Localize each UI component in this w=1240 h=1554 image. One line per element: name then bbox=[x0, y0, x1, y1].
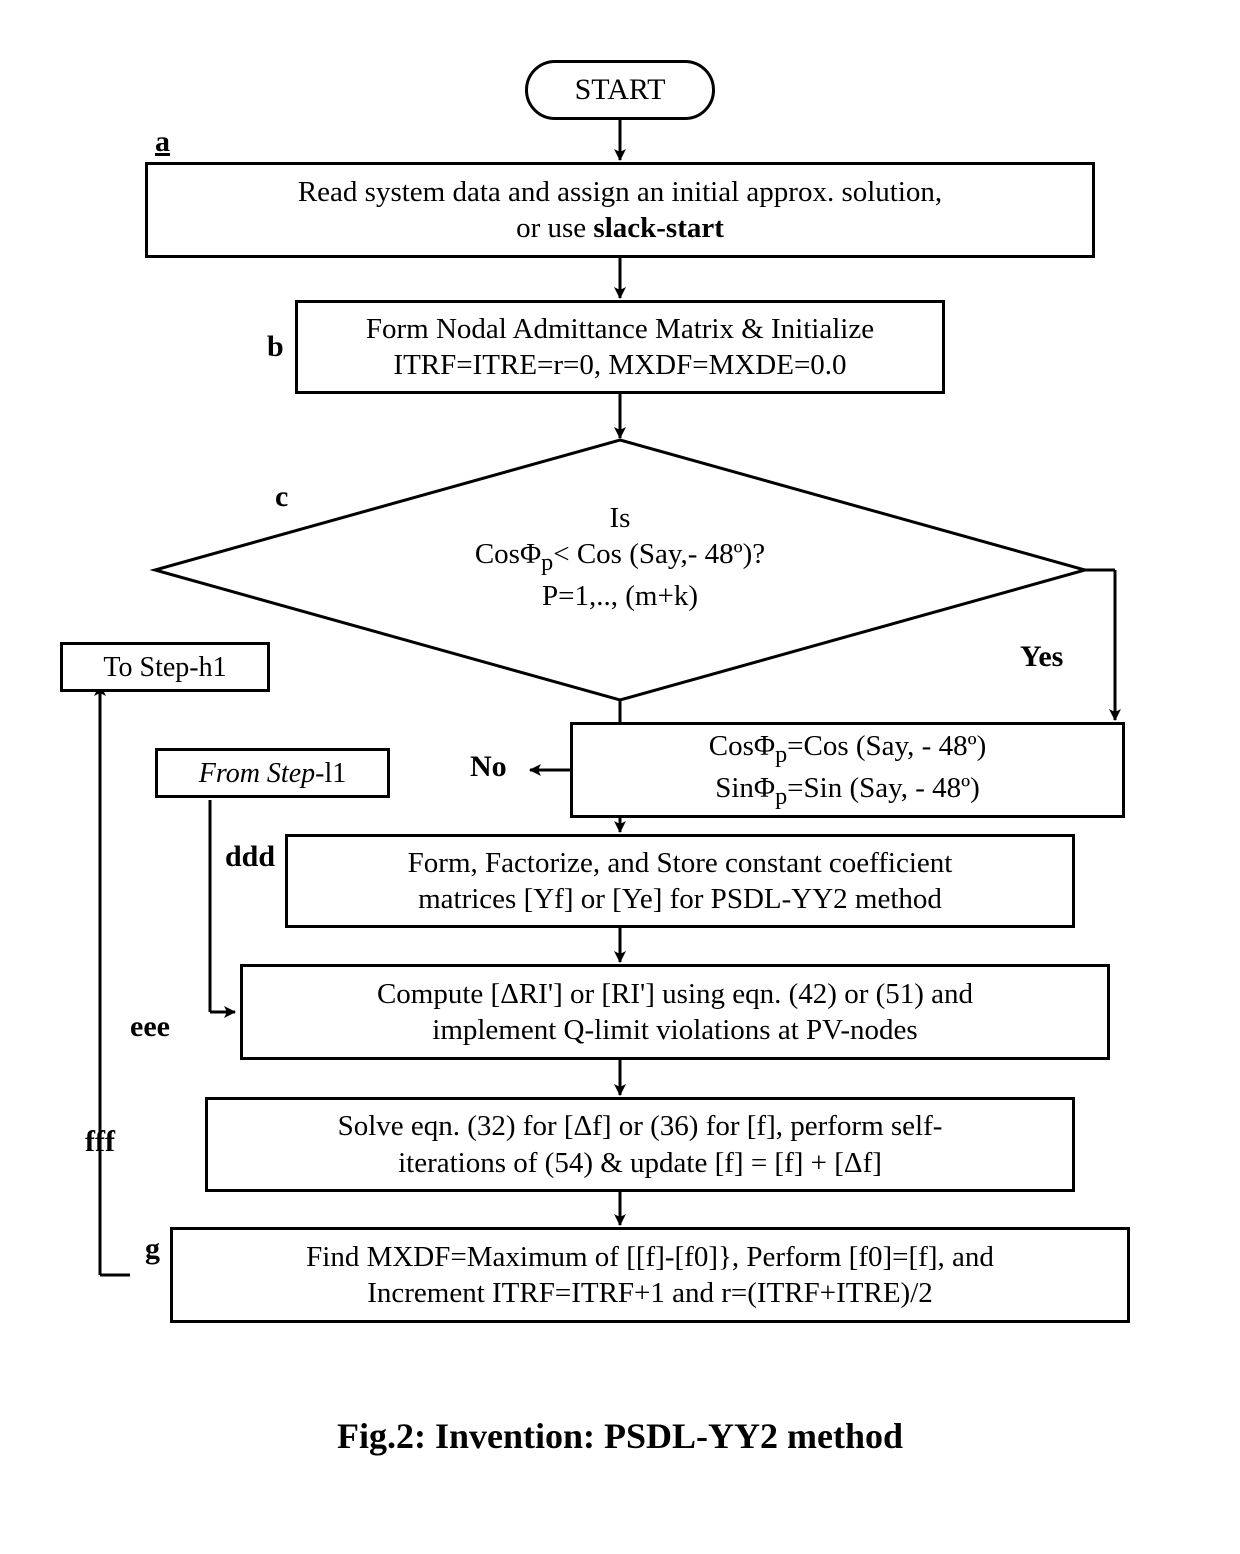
node-g: Find MXDF=Maximum of [[f]-[f0]}, Perform… bbox=[170, 1227, 1130, 1323]
yesbox-line2: SinΦp=Sin (Say, - 48º) bbox=[583, 770, 1112, 812]
node-fff-line2: iterations of (54) & update [f] = [f] + … bbox=[218, 1145, 1062, 1181]
node-fff-line1: Solve eqn. (32) for [Δf] or (36) for [f]… bbox=[218, 1108, 1062, 1144]
caption-fig: Fig.2: bbox=[337, 1416, 435, 1456]
node-a-line2-prefix: or use bbox=[516, 212, 593, 244]
node-c-line2-pre: CosΦ bbox=[475, 538, 541, 570]
node-c: Is CosΦp< Cos (Say,- 48º)? P=1,.., (m+k) bbox=[380, 500, 860, 615]
node-a-line1: Read system data and assign an initial a… bbox=[158, 174, 1082, 210]
node-c-line1: Is bbox=[380, 500, 860, 536]
node-eee-line1: Compute [ΔRI'] or [RI'] using eqn. (42) … bbox=[253, 976, 1097, 1012]
node-c-line2: CosΦp< Cos (Say,- 48º)? bbox=[380, 536, 860, 578]
yesbox-l1-post: =Cos (Say, - 48º) bbox=[787, 730, 986, 762]
node-g-line1: Find MXDF=Maximum of [[f]-[f0]}, Perform… bbox=[183, 1239, 1117, 1275]
node-eee-line2: implement Q-limit violations at PV-nodes bbox=[253, 1012, 1097, 1048]
node-yesbox: CosΦp=Cos (Say, - 48º) SinΦp=Sin (Say, -… bbox=[570, 722, 1125, 818]
yesbox-l1-sub: p bbox=[775, 741, 787, 768]
node-fff: Solve eqn. (32) for [Δf] or (36) for [f]… bbox=[205, 1097, 1075, 1192]
node-from-step-l1: From Step-l1 bbox=[155, 748, 390, 798]
node-b: Form Nodal Admittance Matrix & Initializ… bbox=[295, 300, 945, 394]
node-ddd-line2: matrices [Yf] or [Ye] for PSDL-YY2 metho… bbox=[298, 881, 1062, 917]
node-b-line2: ITRF=ITRE=r=0, MXDF=MXDE=0.0 bbox=[308, 347, 932, 383]
node-b-line1: Form Nodal Admittance Matrix & Initializ… bbox=[308, 311, 932, 347]
node-ddd-line1: Form, Factorize, and Store constant coef… bbox=[298, 845, 1062, 881]
yesbox-l1-pre: CosΦ bbox=[709, 730, 775, 762]
label-no: No bbox=[470, 750, 507, 784]
start-terminal: START bbox=[525, 60, 715, 120]
label-c: c bbox=[275, 480, 288, 514]
caption-suffix: PSDL-YY2 method bbox=[595, 1416, 903, 1456]
start-text: START bbox=[538, 71, 702, 109]
label-a: a bbox=[155, 125, 170, 159]
label-fff: fff bbox=[85, 1125, 115, 1159]
from-step-l1-italic: From Step- bbox=[199, 758, 325, 789]
yesbox-line1: CosΦp=Cos (Say, - 48º) bbox=[583, 728, 1112, 770]
node-a-line2: or use slack-start bbox=[158, 210, 1082, 246]
figure-caption: Fig.2: Invention: PSDL-YY2 method bbox=[0, 1415, 1240, 1457]
from-step-l1-text: From Step-l1 bbox=[168, 756, 377, 791]
to-step-h1-text: To Step-h1 bbox=[73, 650, 257, 685]
node-ddd: Form, Factorize, and Store constant coef… bbox=[285, 834, 1075, 928]
label-g: g bbox=[145, 1232, 160, 1266]
yesbox-l2-sub: p bbox=[775, 783, 787, 810]
label-yes: Yes bbox=[1020, 640, 1063, 674]
node-a: Read system data and assign an initial a… bbox=[145, 162, 1095, 258]
yesbox-l2-post: =Sin (Say, - 48º) bbox=[787, 772, 980, 804]
label-ddd: ddd bbox=[225, 840, 275, 874]
node-c-line3: P=1,.., (m+k) bbox=[380, 578, 860, 614]
caption-inv: Invention: bbox=[435, 1416, 595, 1456]
from-step-l1-plain: l1 bbox=[324, 758, 346, 789]
node-to-step-h1: To Step-h1 bbox=[60, 642, 270, 692]
node-eee: Compute [ΔRI'] or [RI'] using eqn. (42) … bbox=[240, 964, 1110, 1060]
flowchart-canvas: START a Read system data and assign an i… bbox=[0, 0, 1240, 1554]
label-b: b bbox=[267, 330, 284, 364]
label-eee: eee bbox=[130, 1010, 170, 1044]
node-a-line2-bold: slack-start bbox=[593, 212, 723, 244]
node-g-line2: Increment ITRF=ITRF+1 and r=(ITRF+ITRE)/… bbox=[183, 1275, 1117, 1311]
node-c-line2-post: < Cos (Say,- 48º)? bbox=[553, 538, 765, 570]
yesbox-l2-pre: SinΦ bbox=[715, 772, 775, 804]
node-c-line2-sub: p bbox=[541, 549, 553, 576]
